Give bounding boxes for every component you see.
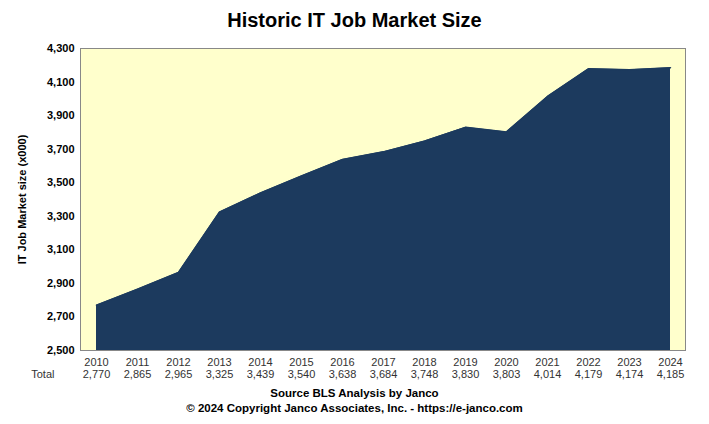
svg-text:2023: 2023 (617, 356, 641, 368)
svg-text:3,748: 3,748 (411, 368, 439, 380)
svg-text:3,830: 3,830 (452, 368, 480, 380)
svg-text:3,684: 3,684 (370, 368, 398, 380)
svg-text:2015: 2015 (289, 356, 313, 368)
html-text:Historic IT Job Market Size: Historic IT Job Market Size (227, 9, 482, 31)
svg-text:4,174: 4,174 (616, 368, 644, 380)
svg-text:3,900: 3,900 (47, 109, 75, 121)
svg-text:3,540: 3,540 (288, 368, 316, 380)
svg-text:2021: 2021 (535, 356, 559, 368)
svg-text:2022: 2022 (576, 356, 600, 368)
svg-text:2020: 2020 (494, 356, 518, 368)
svg-text:4,100: 4,100 (47, 76, 75, 88)
svg-text:2017: 2017 (371, 356, 395, 368)
svg-text:2024: 2024 (658, 356, 682, 368)
svg-text:3,803: 3,803 (493, 368, 521, 380)
svg-text:3,325: 3,325 (206, 368, 234, 380)
svg-text:2,770: 2,770 (83, 368, 111, 380)
svg-text:3,439: 3,439 (247, 368, 275, 380)
svg-text:4,179: 4,179 (575, 368, 603, 380)
svg-text:2,965: 2,965 (165, 368, 193, 380)
svg-text:4,185: 4,185 (657, 368, 685, 380)
svg-text:3,100: 3,100 (47, 243, 75, 255)
svg-text:4,014: 4,014 (534, 368, 562, 380)
svg-text:2,900: 2,900 (47, 277, 75, 289)
svg-text:2010: 2010 (84, 356, 108, 368)
svg-text:2014: 2014 (248, 356, 272, 368)
svg-text:3,638: 3,638 (329, 368, 357, 380)
svg-text:Total: Total (31, 368, 54, 380)
svg-text:3,500: 3,500 (47, 176, 75, 188)
svg-text:2,500: 2,500 (47, 344, 75, 356)
svg-text:2016: 2016 (330, 356, 354, 368)
svg-text:3,300: 3,300 (47, 210, 75, 222)
html-text:© 2024 Copyright Janco Associa: © 2024 Copyright Janco Associates, Inc. … (186, 402, 523, 414)
svg-text:2,865: 2,865 (124, 368, 152, 380)
svg-text:2012: 2012 (166, 356, 190, 368)
svg-text:4,300: 4,300 (47, 42, 75, 54)
html-text:Source BLS Analysis by Janco: Source BLS Analysis by Janco (270, 387, 439, 399)
svg-text:IT Job Market size (x000): IT Job Market size (x000) (16, 134, 28, 264)
svg-text:2013: 2013 (207, 356, 231, 368)
svg-text:2,700: 2,700 (47, 310, 75, 322)
svg-text:2011: 2011 (126, 356, 150, 368)
svg-text:2018: 2018 (412, 356, 436, 368)
svg-text:3,700: 3,700 (47, 143, 75, 155)
svg-text:2019: 2019 (453, 356, 477, 368)
